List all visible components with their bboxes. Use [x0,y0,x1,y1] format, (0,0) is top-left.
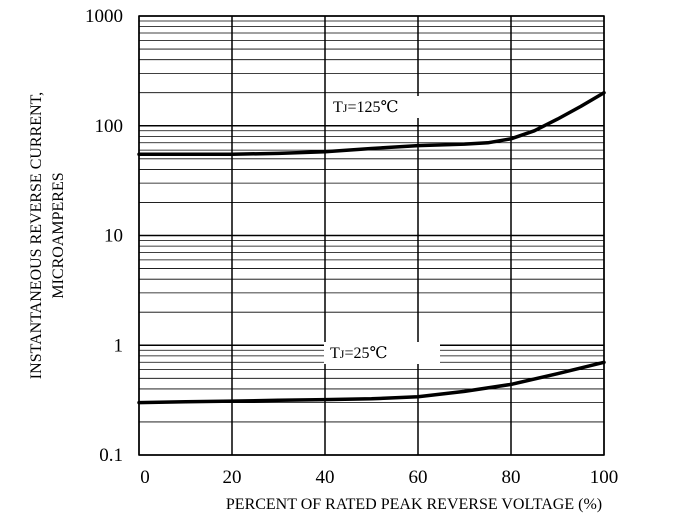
x-tick-label: 60 [409,467,428,488]
x-tick-label: 80 [502,467,521,488]
grid-minor-lines [139,20,604,423]
y-axis-title-line1: INSTANTANEOUS REVERSE CURRENT, [28,92,45,379]
y-tick-label: 10 [104,226,123,247]
x-tick-label: 0 [140,467,150,488]
y-axis-title-line2: MICROAMPERES [50,172,67,298]
x-tick-label: 40 [316,467,335,488]
series-line-tj25 [137,360,606,405]
x-axis-title: PERCENT OF RATED PEAK REVERSE VOLTAGE (%… [226,496,602,513]
series-line-tj125 [137,90,606,156]
plot-frame [138,15,605,456]
y-tick-label: 1 [114,335,124,356]
x-tick-label: 20 [223,467,242,488]
annotation-background [324,342,440,364]
labels-layer: 0.1 1 10 100 1000 0 20 40 60 80 100 PERCENT OF RATE… [28,6,618,513]
y-tick-label: 0.1 [99,445,123,466]
annotation-background [327,96,443,118]
y-tick-label: 1000 [85,6,123,27]
annotation-tj25: TJ=25℃ [330,345,387,362]
series-layer [137,90,606,405]
annotation-tj125: TJ=125℃ [333,99,398,116]
y-tick-label: 100 [95,116,124,137]
x-tick-label: 100 [590,467,619,488]
